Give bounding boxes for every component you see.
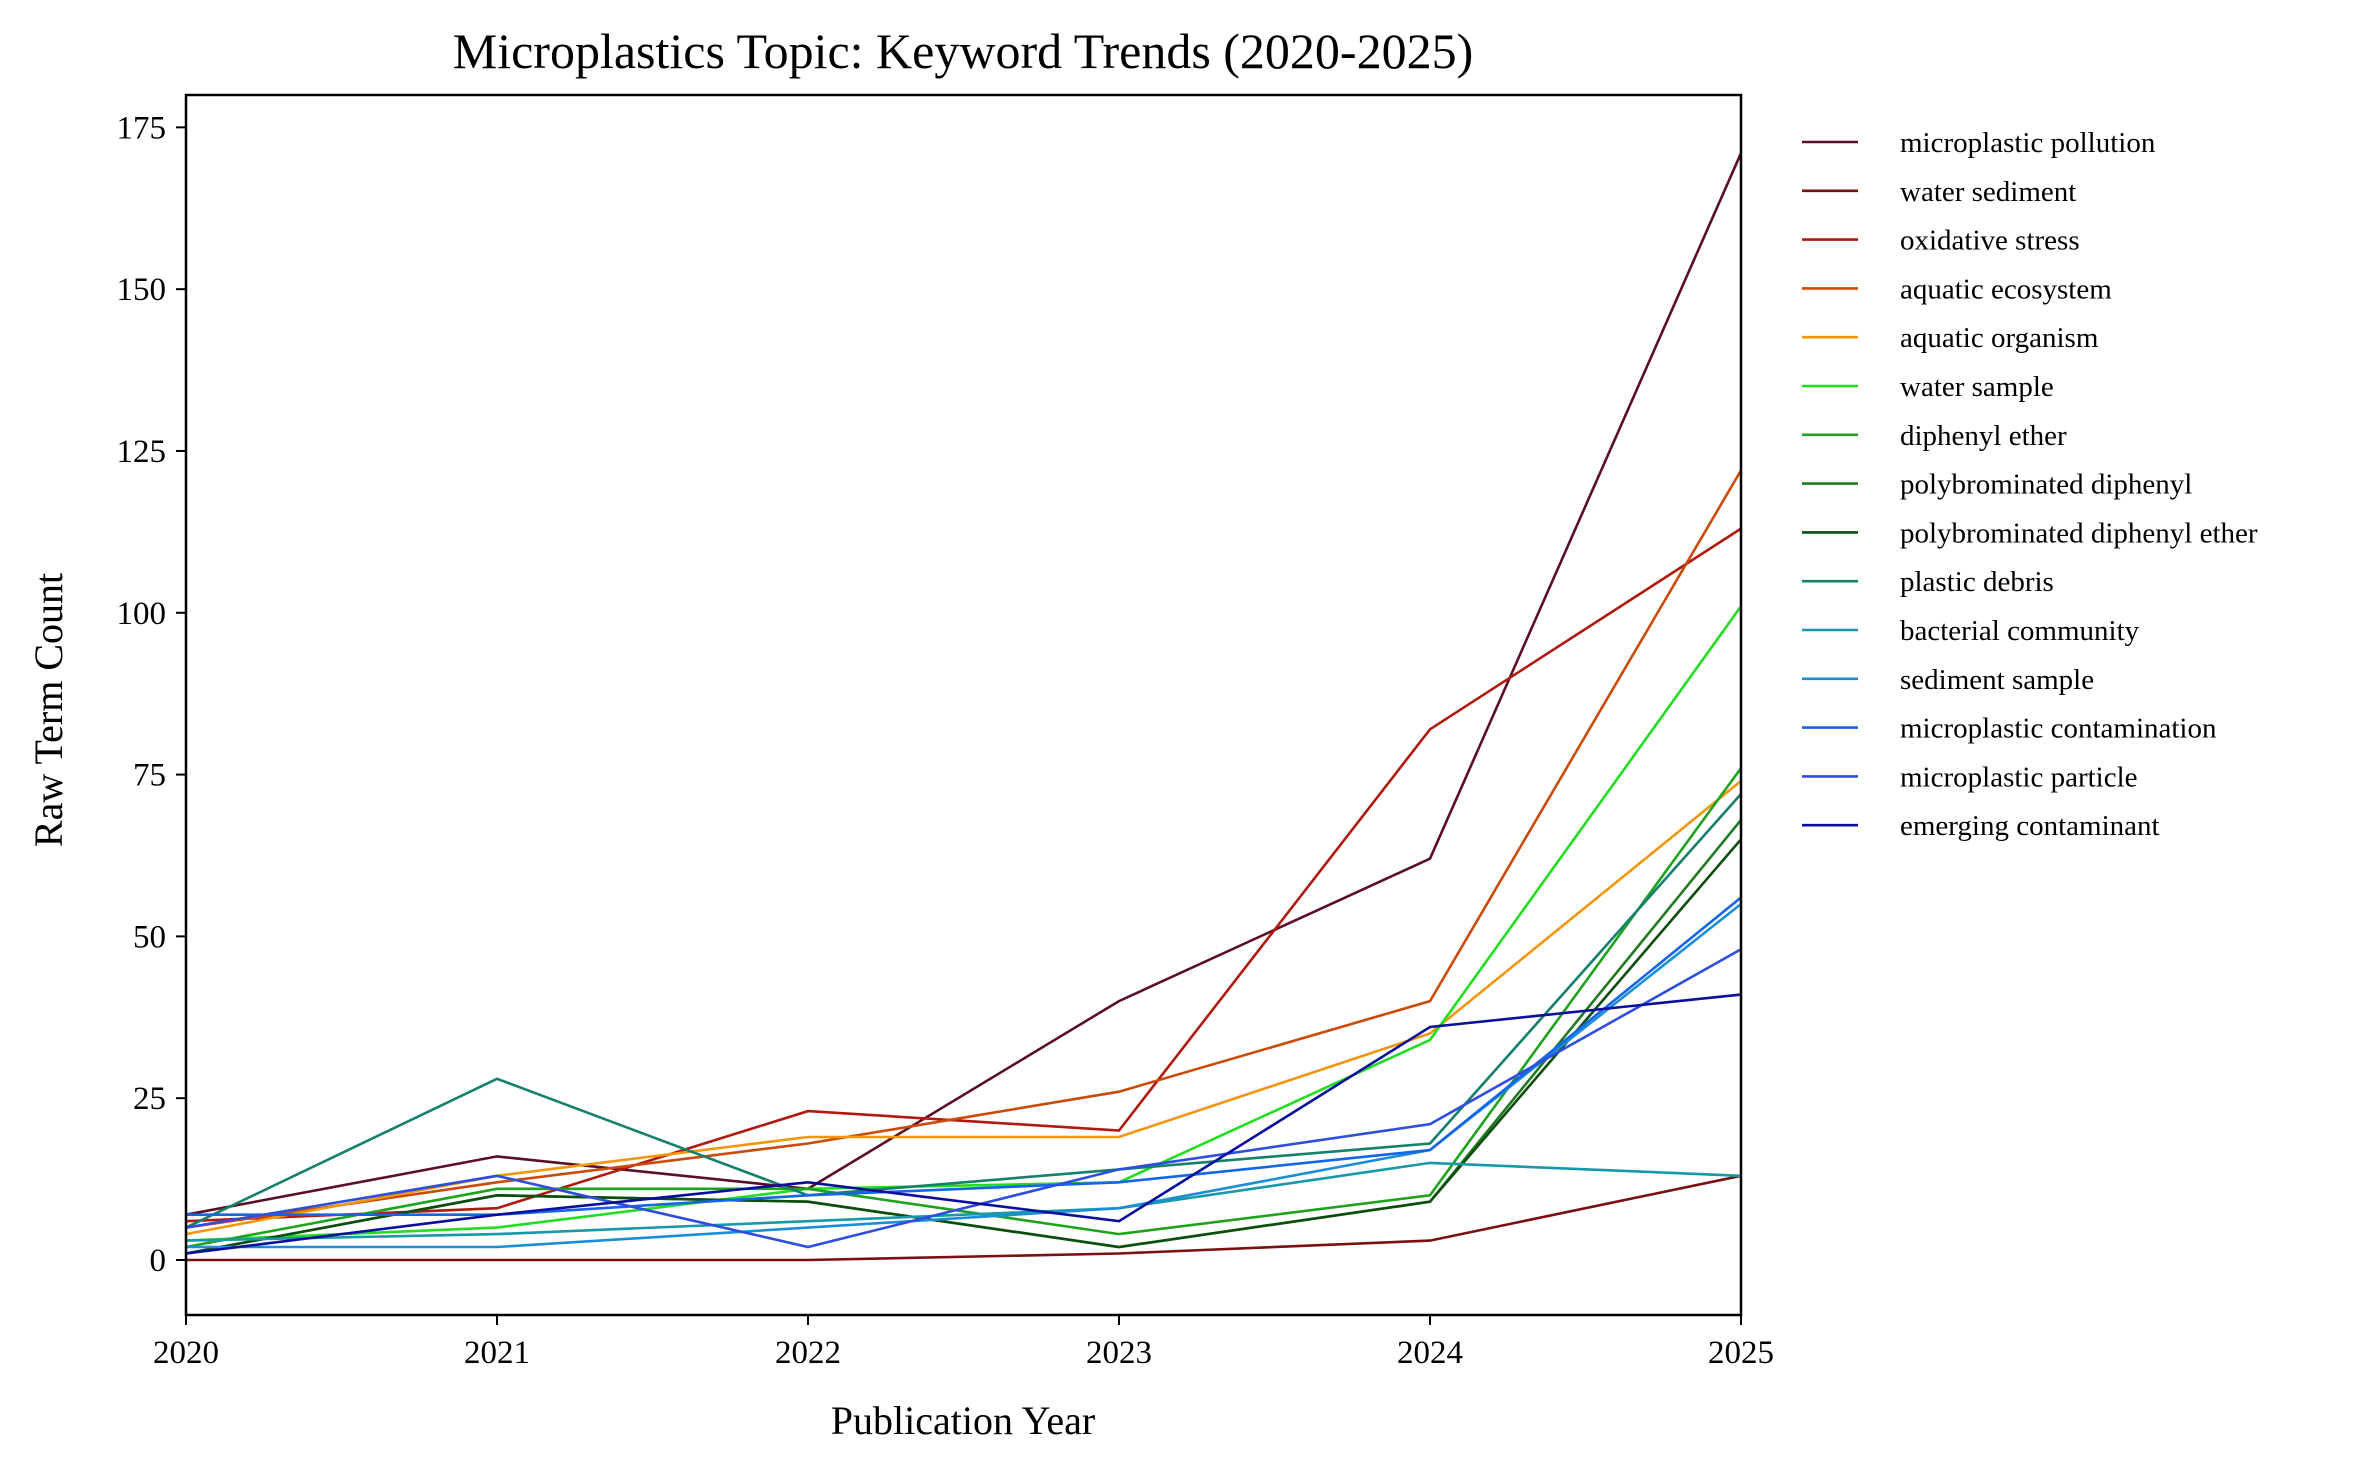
y-tick-label: 25 bbox=[133, 1081, 166, 1117]
legend-label: sediment sample bbox=[1900, 664, 2094, 696]
x-tick-label: 2025 bbox=[1708, 1335, 1774, 1371]
y-tick-label: 100 bbox=[117, 596, 167, 632]
series-line-14 bbox=[185, 993, 1742, 1255]
legend-label: aquatic ecosystem bbox=[1900, 273, 2112, 305]
legend-label: aquatic organism bbox=[1900, 322, 2099, 354]
legend-item: microplastic contamination bbox=[1802, 713, 2217, 745]
series-line-6 bbox=[185, 767, 1743, 1249]
y-tick-label: 75 bbox=[133, 758, 166, 794]
series-layer bbox=[185, 152, 1743, 1262]
legend-item: polybrominated diphenyl bbox=[1802, 469, 2192, 501]
legend-item: aquatic ecosystem bbox=[1802, 273, 2112, 305]
legend-item: oxidative stress bbox=[1802, 225, 2080, 257]
legend-item: water sediment bbox=[1802, 176, 2076, 208]
legend-label: oxidative stress bbox=[1900, 225, 2080, 257]
series-line-2 bbox=[185, 527, 1742, 1223]
x-tick-label: 2024 bbox=[1397, 1335, 1463, 1371]
legend-item: microplastic pollution bbox=[1802, 127, 2156, 159]
series-line-12 bbox=[186, 896, 1742, 1216]
series-line-0 bbox=[185, 152, 1743, 1216]
legend-item: polybrominated diphenyl ether bbox=[1802, 517, 2258, 549]
series-line-10 bbox=[185, 1161, 1742, 1242]
x-axis-label: Publication Year bbox=[831, 1398, 1095, 1443]
legend-label: water sediment bbox=[1900, 176, 2076, 208]
legend-label: polybrominated diphenyl ether bbox=[1900, 517, 2258, 549]
legend-item: microplastic particle bbox=[1802, 761, 2138, 793]
series-line-8 bbox=[185, 838, 1742, 1255]
legend: microplastic pollution water sediment oxid… bbox=[1802, 127, 2258, 842]
legend-item: water sample bbox=[1802, 371, 2054, 403]
series-line-9 bbox=[185, 793, 1742, 1229]
x-tick-label: 2023 bbox=[1086, 1335, 1152, 1371]
legend-label: microplastic pollution bbox=[1900, 127, 2156, 159]
legend-item: plastic debris bbox=[1802, 566, 2054, 598]
legend-item: emerging contaminant bbox=[1802, 810, 2160, 842]
legend-item: aquatic organism bbox=[1802, 322, 2099, 354]
y-tick-label: 50 bbox=[133, 919, 166, 955]
series-line-13 bbox=[185, 948, 1742, 1249]
legend-label: diphenyl ether bbox=[1900, 420, 2067, 452]
plot-frame bbox=[184, 93, 1743, 1317]
legend-label: microplastic particle bbox=[1900, 761, 2138, 793]
legend-item: bacterial community bbox=[1802, 615, 2140, 647]
y-axis-ticks: 0 25 50 75 100 125 150 175 bbox=[117, 110, 186, 1279]
x-axis-ticks: 2020 2021 2022 2023 2024 2025 bbox=[153, 1315, 1774, 1371]
legend-item: sediment sample bbox=[1802, 664, 2094, 696]
y-tick-label: 150 bbox=[117, 272, 167, 308]
legend-label: bacterial community bbox=[1900, 615, 2140, 647]
y-tick-label: 125 bbox=[117, 434, 167, 470]
series-line-1 bbox=[186, 1174, 1742, 1262]
x-tick-label: 2022 bbox=[775, 1335, 841, 1371]
legend-label: water sample bbox=[1900, 371, 2054, 403]
x-tick-label: 2020 bbox=[153, 1335, 219, 1371]
legend-item: diphenyl ether bbox=[1802, 420, 2067, 452]
y-tick-label: 175 bbox=[117, 110, 167, 146]
y-axis-label: Raw Term Count bbox=[26, 573, 71, 847]
series-line-3 bbox=[185, 469, 1743, 1229]
series-line-5 bbox=[185, 605, 1743, 1242]
legend-label: emerging contaminant bbox=[1900, 810, 2160, 842]
legend-label: polybrominated diphenyl bbox=[1900, 469, 2192, 501]
x-tick-label: 2021 bbox=[464, 1335, 530, 1371]
legend-label: microplastic contamination bbox=[1900, 713, 2217, 745]
y-tick-label: 0 bbox=[150, 1243, 167, 1279]
legend-label: plastic debris bbox=[1900, 566, 2054, 598]
chart-title: Microplastics Topic: Keyword Trends (202… bbox=[453, 23, 1473, 79]
